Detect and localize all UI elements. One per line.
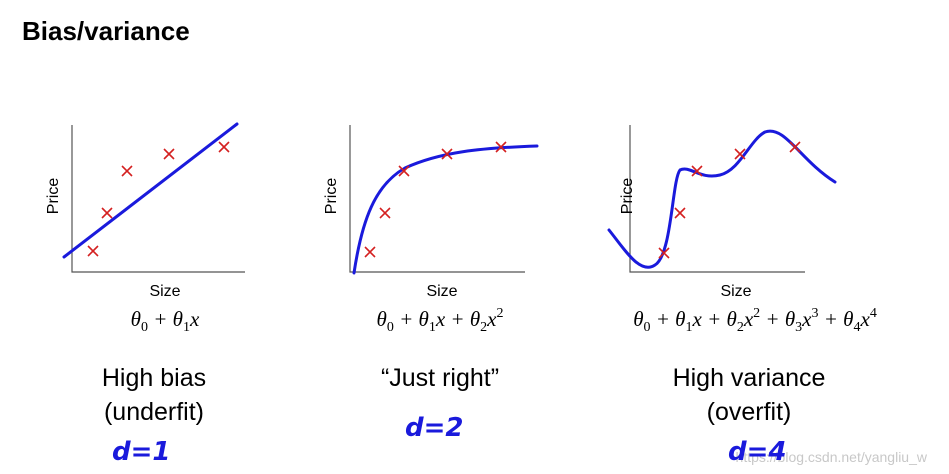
handwritten-note: d=2: [405, 413, 464, 443]
watermark: https://blog.csdn.net/yangliu_w: [736, 449, 928, 465]
caption-line: “Just right”: [381, 364, 499, 392]
y-label: Price: [45, 178, 62, 215]
formula-sub: 0: [387, 320, 394, 335]
formula: θ0​ + θ1​x: [131, 307, 200, 335]
axes: [349, 125, 525, 273]
formula-sup: 2: [753, 306, 760, 321]
formula-sub: 2: [737, 320, 744, 335]
x-label: Size: [149, 283, 180, 300]
fit-curve: [352, 144, 539, 275]
formula-sub: 4: [853, 320, 860, 335]
formula-sup: 4: [870, 306, 877, 321]
caption-line: High variance: [673, 364, 826, 392]
formula-sub: 3: [795, 320, 802, 335]
formula-sub: 0: [141, 320, 148, 335]
handwritten-note: d=1: [112, 437, 171, 467]
y-label: Price: [323, 178, 340, 215]
panel-1: Price Size: [45, 122, 245, 300]
data-points: [87, 141, 230, 257]
x-label: Size: [426, 283, 457, 300]
formula: θ0​ + θ1​x + θ2​x2​: [377, 306, 504, 335]
formula-sub: 0: [644, 320, 651, 335]
caption-line: (underfit): [104, 398, 204, 426]
caption-line: High bias: [102, 364, 206, 392]
x-label: Size: [720, 283, 751, 300]
data-points: [364, 141, 507, 258]
formula: θ0​ + θ1​x + θ2​x2​ + θ3​x3​ + θ4​x4​: [633, 306, 877, 335]
axes: [71, 125, 245, 273]
formula-text: θ: [131, 307, 141, 331]
formula-sub: 1: [429, 320, 436, 335]
formula-text: x + θ: [435, 307, 480, 331]
formula-text: + θ: [651, 307, 686, 331]
formula-sup: 3: [811, 306, 818, 321]
handwritten-note: d=4: [728, 437, 787, 467]
formula-text: + θ: [148, 307, 183, 331]
fit-line: [62, 122, 239, 259]
formula-text: θ: [377, 307, 387, 331]
slide-title: Bias/variance: [22, 16, 190, 46]
caption-line: (overfit): [707, 398, 792, 426]
formula-sub: 1: [686, 320, 693, 335]
formula-sub: 1: [183, 320, 190, 335]
formula-text: θ: [633, 307, 643, 331]
formula-text: x: [189, 307, 200, 331]
formula-text: + θ: [760, 307, 795, 331]
panel-2: Price Size: [323, 125, 539, 300]
formula-text: x: [743, 307, 754, 331]
formula-text: + θ: [394, 307, 429, 331]
data-points: [658, 141, 801, 259]
formula-text: x: [859, 307, 870, 331]
y-label: Price: [619, 178, 636, 215]
formula-text: + θ: [818, 307, 853, 331]
formula-sup: 2: [496, 306, 503, 321]
formula-text: x: [801, 307, 812, 331]
axes: [629, 125, 805, 273]
formula-sub: 2: [480, 320, 487, 335]
panel-3: Price Size: [607, 125, 837, 300]
formula-text: x + θ: [692, 307, 737, 331]
formula-text: x: [486, 307, 497, 331]
fit-curve: [607, 129, 837, 269]
